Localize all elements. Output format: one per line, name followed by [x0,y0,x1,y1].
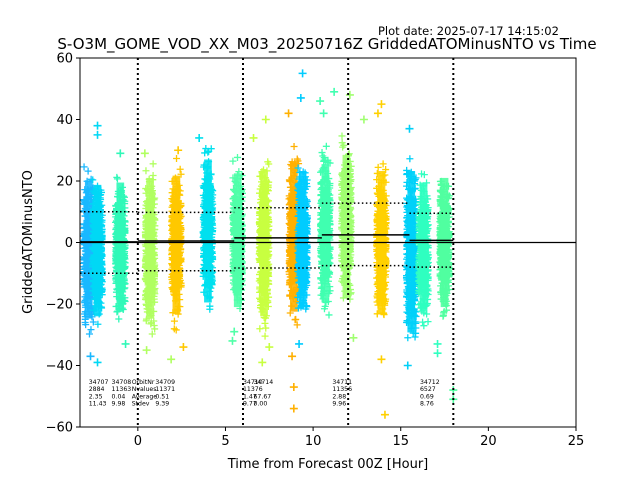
data-point [82,321,90,329]
data-point [177,170,185,178]
data-point [204,148,212,156]
cluster-core [93,184,102,317]
data-point [325,311,333,319]
data-point [148,330,156,338]
data-point [229,157,237,165]
data-point [80,163,88,171]
data-point [291,316,299,324]
data-point [207,145,215,153]
data-point [147,320,155,328]
cluster-core [172,175,181,314]
plot-area: OrbitNrNvaluesAverageStdev3470728842.351… [46,52,585,450]
data-point [338,132,346,140]
data-point [265,160,273,168]
point-clusters [80,69,458,419]
plot-date: Plot date: 2025-07-17 14:15:02 [378,24,559,38]
data-point [84,167,92,175]
data-point [89,176,97,184]
cluster-core [146,177,154,319]
data-point [149,160,157,168]
data-point [261,332,269,340]
data-point [170,325,178,333]
data-point [322,142,330,150]
chart-title: S-O3M_GOME_VOD_XX_M03_20250716Z GriddedA… [57,35,596,54]
data-point [85,330,93,338]
data-point [176,165,184,173]
data-point [87,326,95,334]
data-point [173,154,181,162]
data-point [113,173,121,181]
data-point [290,142,298,150]
data-point [89,318,97,326]
cluster-core [289,161,298,312]
data-point [142,167,150,175]
data-point [94,320,102,328]
data-point [262,324,270,332]
data-point [261,319,269,327]
data-point [201,149,209,157]
data-point [233,153,241,161]
data-point [170,317,178,325]
cluster-core [116,182,125,312]
data-point [206,305,214,313]
cluster-core [84,180,93,319]
cluster-core [233,173,242,308]
cluster-core [298,171,307,308]
cluster-core [204,159,212,303]
data-point [293,321,301,329]
data-point [256,325,264,333]
cluster-core [321,164,330,303]
cluster-core [260,171,268,317]
data-point [115,315,123,323]
